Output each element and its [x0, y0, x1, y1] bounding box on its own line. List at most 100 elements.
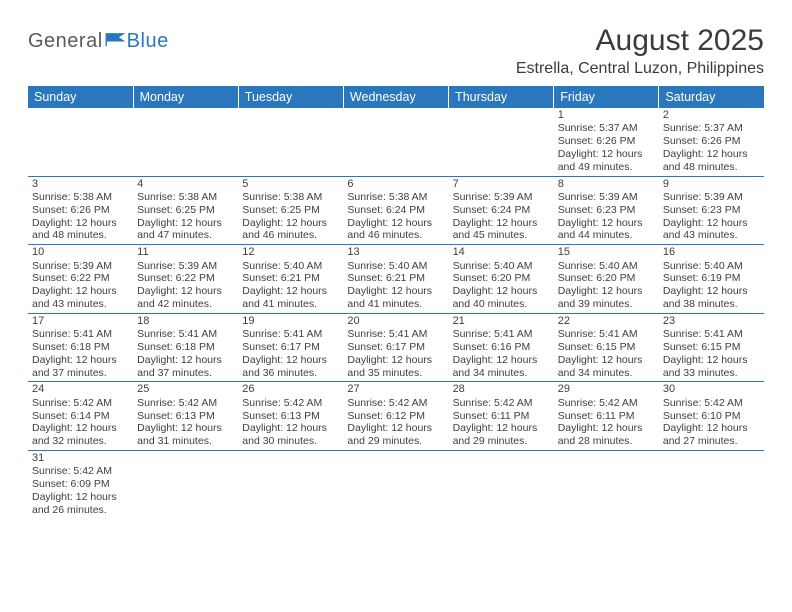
daylight-line1: Daylight: 12 hours [558, 285, 655, 298]
sunrise-text: Sunrise: 5:39 AM [558, 191, 655, 204]
daylight-line1: Daylight: 12 hours [558, 217, 655, 230]
sunrise-text: Sunrise: 5:42 AM [242, 397, 339, 410]
daylight-line1: Daylight: 12 hours [663, 422, 760, 435]
day-number: 21 [453, 315, 550, 328]
day-number: 24 [32, 383, 129, 396]
sunrise-text: Sunrise: 5:38 AM [242, 191, 339, 204]
sunset-text: Sunset: 6:11 PM [558, 410, 655, 423]
calendar-day-cell [133, 450, 238, 518]
sunrise-text: Sunrise: 5:40 AM [242, 260, 339, 273]
daylight-line2: and 34 minutes. [558, 367, 655, 380]
calendar-week-row: 17Sunrise: 5:41 AMSunset: 6:18 PMDayligh… [28, 313, 764, 382]
header: General Blue August 2025 Estrella, Centr… [28, 24, 764, 78]
sunrise-text: Sunrise: 5:39 AM [453, 191, 550, 204]
calendar-week-row: 10Sunrise: 5:39 AMSunset: 6:22 PMDayligh… [28, 245, 764, 314]
sunset-text: Sunset: 6:25 PM [242, 204, 339, 217]
day-number: 30 [663, 383, 760, 396]
calendar-body: 1 Sunrise: 5:37 AM Sunset: 6:26 PM Daylight… [28, 108, 764, 519]
day-number: 25 [137, 383, 234, 396]
day-number: 11 [137, 246, 234, 259]
daylight-line2: and 37 minutes. [137, 367, 234, 380]
sunset-text: Sunset: 6:22 PM [137, 272, 234, 285]
sunrise-text: Sunrise: 5:42 AM [32, 465, 129, 478]
sunset-text: Sunset: 6:16 PM [453, 341, 550, 354]
day-number: 7 [453, 178, 550, 191]
sunset-text: Sunset: 6:23 PM [663, 204, 760, 217]
calendar-day-cell [133, 108, 238, 176]
sunrise-text: Sunrise: 5:38 AM [32, 191, 129, 204]
sunrise-text: Sunrise: 5:39 AM [137, 260, 234, 273]
calendar-day-cell: 9Sunrise: 5:39 AMSunset: 6:23 PMDaylight… [659, 176, 764, 245]
sunrise-text: Sunrise: 5:38 AM [137, 191, 234, 204]
calendar-day-cell: 27Sunrise: 5:42 AMSunset: 6:12 PMDayligh… [343, 382, 448, 451]
sunrise-text: Sunrise: 5:42 AM [453, 397, 550, 410]
daylight-line2: and 45 minutes. [453, 229, 550, 242]
daylight-line1: Daylight: 12 hours [663, 217, 760, 230]
calendar-day-cell: 4Sunrise: 5:38 AMSunset: 6:25 PMDaylight… [133, 176, 238, 245]
daylight-line2: and 43 minutes. [32, 298, 129, 311]
day-number: 31 [32, 452, 129, 465]
sunset-text: Sunset: 6:22 PM [32, 272, 129, 285]
day-number: 20 [347, 315, 444, 328]
daylight-line1: Daylight: 12 hours [663, 285, 760, 298]
daylight-line1: Daylight: 12 hours [137, 285, 234, 298]
sunset-text: Sunset: 6:19 PM [663, 272, 760, 285]
daylight-line1: Daylight: 12 hours [663, 148, 760, 161]
sunset-text: Sunset: 6:11 PM [453, 410, 550, 423]
daylight-line2: and 32 minutes. [32, 435, 129, 448]
calendar-day-cell [343, 450, 448, 518]
day-number: 16 [663, 246, 760, 259]
calendar-day-cell [554, 450, 659, 518]
day-number: 10 [32, 246, 129, 259]
sunset-text: Sunset: 6:17 PM [242, 341, 339, 354]
calendar-day-cell: 12Sunrise: 5:40 AMSunset: 6:21 PMDayligh… [238, 245, 343, 314]
day-number: 17 [32, 315, 129, 328]
weekday-header: Friday [554, 86, 659, 108]
sunset-text: Sunset: 6:21 PM [242, 272, 339, 285]
daylight-line1: Daylight: 12 hours [137, 422, 234, 435]
daylight-line1: Daylight: 12 hours [453, 285, 550, 298]
day-number: 1 [558, 109, 655, 122]
daylight-line2: and 36 minutes. [242, 367, 339, 380]
day-number: 14 [453, 246, 550, 259]
daylight-line1: Daylight: 12 hours [137, 354, 234, 367]
sunset-text: Sunset: 6:15 PM [558, 341, 655, 354]
sunset-text: Sunset: 6:17 PM [347, 341, 444, 354]
sunrise-text: Sunrise: 5:41 AM [453, 328, 550, 341]
daylight-line1: Daylight: 12 hours [32, 422, 129, 435]
daylight-line2: and 40 minutes. [453, 298, 550, 311]
sunrise-text: Sunrise: 5:39 AM [663, 191, 760, 204]
calendar-day-cell: 13Sunrise: 5:40 AMSunset: 6:21 PMDayligh… [343, 245, 448, 314]
daylight-line1: Daylight: 12 hours [453, 354, 550, 367]
calendar-day-cell: 10Sunrise: 5:39 AMSunset: 6:22 PMDayligh… [28, 245, 133, 314]
day-number: 19 [242, 315, 339, 328]
sunrise-text: Sunrise: 5:41 AM [32, 328, 129, 341]
sunset-text: Sunset: 6:20 PM [453, 272, 550, 285]
sunrise-text: Sunrise: 5:37 AM [663, 122, 760, 135]
sunset-text: Sunset: 6:18 PM [137, 341, 234, 354]
calendar-day-cell: 30Sunrise: 5:42 AMSunset: 6:10 PMDayligh… [659, 382, 764, 451]
sunset-text: Sunset: 6:25 PM [137, 204, 234, 217]
daylight-line2: and 33 minutes. [663, 367, 760, 380]
calendar-day-cell: 6Sunrise: 5:38 AMSunset: 6:24 PMDaylight… [343, 176, 448, 245]
sunset-text: Sunset: 6:26 PM [558, 135, 655, 148]
sunrise-text: Sunrise: 5:41 AM [347, 328, 444, 341]
calendar-day-cell [449, 108, 554, 176]
sunset-text: Sunset: 6:14 PM [32, 410, 129, 423]
weekday-header: Saturday [659, 86, 764, 108]
calendar-day-cell: 22Sunrise: 5:41 AMSunset: 6:15 PMDayligh… [554, 313, 659, 382]
daylight-line1: Daylight: 12 hours [242, 285, 339, 298]
daylight-line1: Daylight: 12 hours [347, 422, 444, 435]
daylight-line2: and 27 minutes. [663, 435, 760, 448]
day-number: 5 [242, 178, 339, 191]
sunset-text: Sunset: 6:12 PM [347, 410, 444, 423]
day-number: 9 [663, 178, 760, 191]
calendar-day-cell: 16Sunrise: 5:40 AMSunset: 6:19 PMDayligh… [659, 245, 764, 314]
sunset-text: Sunset: 6:24 PM [347, 204, 444, 217]
sunset-text: Sunset: 6:10 PM [663, 410, 760, 423]
daylight-line2: and 47 minutes. [137, 229, 234, 242]
sunset-text: Sunset: 6:09 PM [32, 478, 129, 491]
day-number: 6 [347, 178, 444, 191]
sunset-text: Sunset: 6:26 PM [32, 204, 129, 217]
sunrise-text: Sunrise: 5:42 AM [558, 397, 655, 410]
